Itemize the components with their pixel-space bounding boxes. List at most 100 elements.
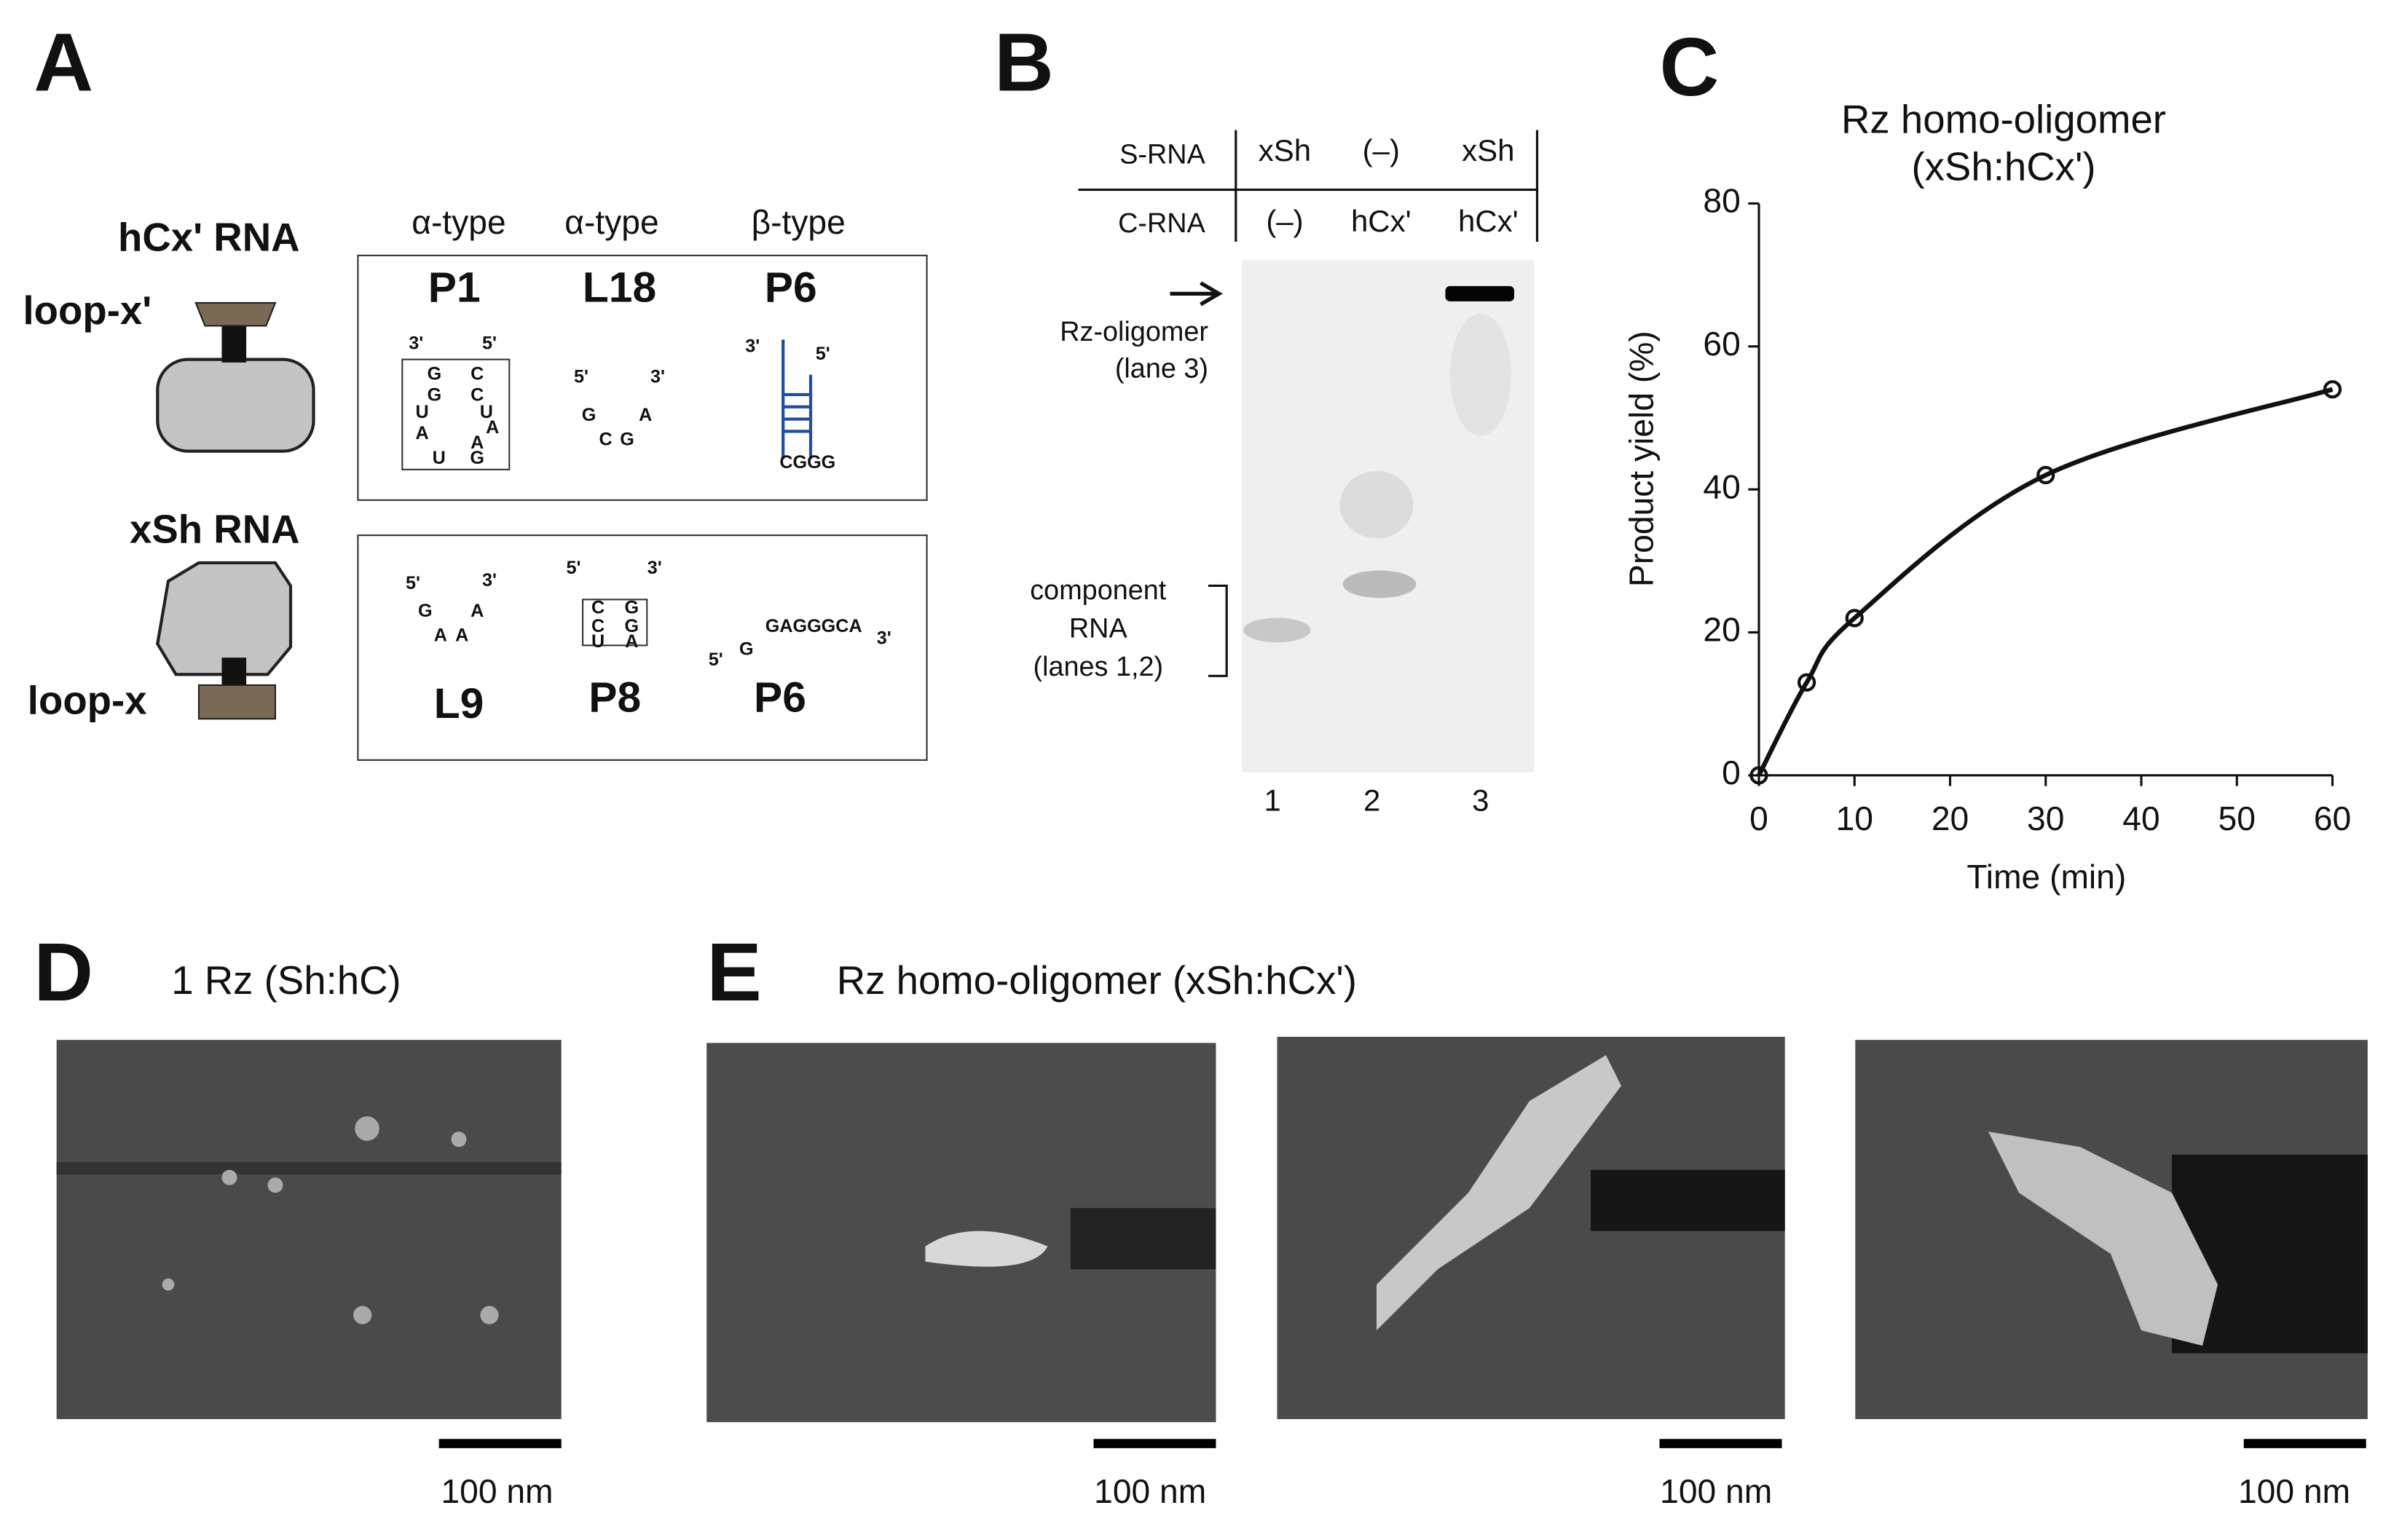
- nucleotide: C: [599, 430, 612, 450]
- nucleotide: 3': [650, 367, 665, 387]
- row-header: S-RNA: [1119, 139, 1205, 170]
- curve: [1757, 387, 2334, 777]
- motif-label: P6: [765, 264, 817, 312]
- nucleotide: 5': [574, 367, 588, 387]
- x-tick-label: 10: [1836, 799, 1873, 837]
- nucleotide: 5': [567, 558, 581, 578]
- x-tick-label: 40: [2122, 799, 2159, 837]
- scale-label: 100 nm: [1660, 1472, 1772, 1510]
- motif-label: L18: [583, 264, 656, 312]
- nucleotide: 3': [482, 570, 497, 591]
- cell: hCx': [1458, 204, 1519, 238]
- gel-label: (lane 3): [1115, 353, 1208, 384]
- motif-type: β-type: [752, 203, 846, 241]
- y-tick-label: 60: [1703, 325, 1740, 363]
- panel-label: D: [34, 926, 93, 1019]
- nucleotide: 3': [745, 336, 760, 357]
- nucleotide: 5': [816, 344, 830, 364]
- nucleotide: G: [620, 430, 634, 450]
- gel-label: Rz-oligomer: [1060, 317, 1208, 347]
- data-point: [1798, 673, 1816, 692]
- data-point: [2036, 465, 2055, 485]
- y-tick-label: 20: [1703, 611, 1740, 649]
- nucleotide: C: [591, 616, 605, 636]
- x-tick-label: 30: [2027, 799, 2064, 837]
- motif-label: P1: [428, 264, 481, 312]
- lane-label: 1: [1264, 783, 1281, 818]
- rna-title: hCx' RNA: [118, 215, 300, 259]
- motif-label: L9: [434, 680, 484, 727]
- nucleotide: C: [591, 598, 605, 618]
- nucleotide: U: [433, 448, 446, 468]
- row-header: C-RNA: [1118, 208, 1205, 239]
- loop-label: loop-x: [28, 679, 147, 723]
- nucleotide: GAGGGCA: [765, 616, 862, 636]
- panel-title: 1 Rz (Sh:hC): [171, 958, 401, 1003]
- x-axis-label: Time (min): [1966, 858, 2126, 896]
- nucleotide: G: [428, 363, 442, 384]
- cell: xSh: [1462, 133, 1514, 167]
- data-point: [2323, 380, 2342, 399]
- scale-label: 100 nm: [441, 1472, 553, 1510]
- nucleotide: 3': [647, 558, 662, 578]
- nucleotide: G: [582, 405, 596, 425]
- rna-title: xSh RNA: [130, 507, 300, 551]
- gel-label: (lanes 1,2): [1033, 652, 1164, 682]
- nucleotide: A: [455, 625, 468, 645]
- nucleotide: U: [591, 631, 605, 652]
- nucleotide: G: [470, 448, 484, 468]
- nucleotide: A: [639, 405, 652, 425]
- y-tick-label: 80: [1703, 182, 1740, 220]
- scale-label: 100 nm: [1094, 1472, 1206, 1510]
- nucleotide: A: [486, 417, 499, 438]
- y-axis-label: Product yield (%): [1623, 331, 1661, 587]
- x-tick-label: 0: [1749, 799, 1768, 837]
- gel-label: RNA: [1069, 613, 1128, 644]
- loop-label: loop-x': [23, 288, 152, 333]
- lane-label: 2: [1363, 783, 1380, 818]
- nucleotide: A: [470, 433, 484, 453]
- motif-label: P6: [754, 674, 806, 721]
- x-tick-label: 20: [1932, 799, 1969, 837]
- chart-subtitle: (xSh:hCx'): [1911, 145, 2095, 189]
- shapes: [56, 130, 2368, 1448]
- nucleotide: 5': [709, 649, 723, 670]
- motif-label: P8: [588, 674, 641, 721]
- nucleotide: 5': [482, 333, 497, 353]
- panel-label: C: [1660, 21, 1720, 114]
- cell: (–): [1266, 204, 1303, 238]
- nucleotide: G: [418, 601, 433, 621]
- nucleotide: G: [739, 639, 754, 659]
- nucleotide: 3': [877, 628, 891, 649]
- nucleotide: U: [480, 402, 493, 422]
- lane-label: 3: [1472, 783, 1489, 818]
- nucleotide: G: [625, 598, 639, 618]
- y-tick-label: 0: [1722, 754, 1741, 791]
- nucleotide: A: [415, 423, 428, 443]
- x-tick-label: 60: [2314, 799, 2351, 837]
- nucleotide: A: [434, 625, 447, 645]
- data-point: [1845, 609, 1864, 628]
- nucleotide: U: [415, 402, 428, 422]
- nucleotide: A: [625, 631, 638, 652]
- nucleotide: A: [470, 601, 484, 621]
- chart-title: Rz homo-oligomer: [1841, 98, 2166, 142]
- nucleotide: CGGG: [779, 452, 835, 473]
- data-point: [1749, 766, 1768, 785]
- x-tick-label: 50: [2218, 799, 2256, 837]
- y-tick-label: 40: [1703, 467, 1740, 505]
- panel-title: Rz homo-oligomer (xSh:hCx'): [837, 958, 1357, 1003]
- cell: xSh: [1259, 133, 1311, 167]
- scale-label: 100 nm: [2238, 1472, 2350, 1510]
- nucleotide: 3': [409, 333, 423, 353]
- nucleotide: G: [625, 616, 639, 636]
- gel-label: component: [1030, 575, 1167, 606]
- nucleotide: G: [428, 385, 442, 406]
- cell: (–): [1363, 133, 1400, 167]
- nucleotide: 5': [406, 573, 420, 593]
- panel-label: E: [706, 926, 762, 1019]
- panel-label: A: [34, 17, 93, 109]
- panel-label: B: [994, 17, 1054, 109]
- cell: hCx': [1351, 204, 1411, 238]
